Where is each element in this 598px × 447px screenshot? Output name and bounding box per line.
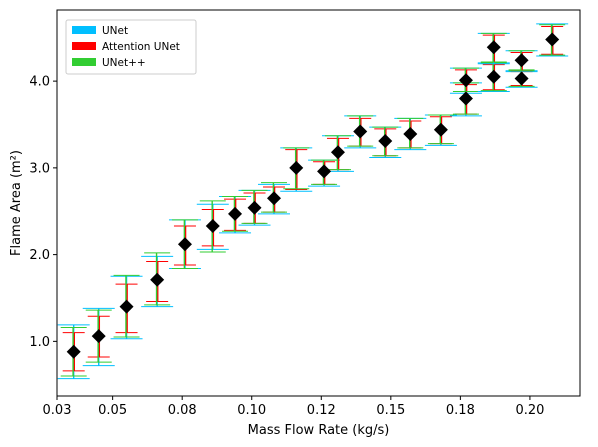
x-tick-label: 0.10 bbox=[237, 403, 266, 418]
data-point bbox=[458, 91, 473, 106]
x-tick-label: 0.12 bbox=[307, 403, 336, 418]
data-point bbox=[66, 344, 81, 359]
plot-frame bbox=[56, 9, 581, 397]
data-point bbox=[266, 191, 281, 206]
x-tick-label: 0.15 bbox=[376, 403, 405, 418]
x-tick-label: 0.08 bbox=[168, 403, 197, 418]
x-axis-ticks: 0.03 0.05 0.08 0.10 0.12 0.15 0.18 0.20 bbox=[43, 396, 544, 418]
data-point bbox=[289, 160, 304, 175]
x-tick-label: 0.03 bbox=[43, 403, 72, 418]
data-point bbox=[403, 127, 418, 142]
legend-box bbox=[65, 19, 197, 75]
x-axis-label: Mass Flow Rate (kg/s) bbox=[248, 423, 390, 438]
y-tick-label: 1.0 bbox=[29, 335, 50, 350]
legend-swatch-unetpp bbox=[72, 58, 96, 66]
data-point bbox=[353, 124, 368, 139]
x-tick-label: 0.18 bbox=[446, 403, 475, 418]
y-axis-label: Flame Area (m²) bbox=[9, 150, 24, 256]
data-point bbox=[486, 40, 501, 55]
legend-label-unetpp: UNet++ bbox=[102, 57, 146, 69]
data-point bbox=[514, 71, 529, 86]
legend-swatch-unet bbox=[72, 26, 96, 34]
x-tick-label: 0.05 bbox=[98, 403, 127, 418]
data-point bbox=[91, 329, 106, 344]
y-tick-label: 2.0 bbox=[29, 248, 50, 263]
data-point bbox=[150, 272, 165, 287]
legend-label-attention-unet: Attention UNet bbox=[102, 41, 180, 53]
legend-label-unet: UNet bbox=[102, 25, 128, 37]
legend: UNet Attention UNet UNet++ bbox=[65, 19, 197, 75]
data-point bbox=[317, 164, 332, 179]
data-point bbox=[378, 133, 393, 148]
data-point bbox=[119, 299, 134, 314]
y-axis-ticks: 1.0 2.0 3.0 4.0 bbox=[29, 75, 57, 350]
data-markers bbox=[66, 32, 560, 359]
x-tick-label: 0.20 bbox=[515, 403, 544, 418]
data-point bbox=[177, 237, 192, 252]
y-tick-label: 3.0 bbox=[29, 161, 50, 176]
data-point bbox=[228, 206, 243, 221]
data-point bbox=[205, 218, 220, 233]
data-point bbox=[458, 73, 473, 88]
legend-swatch-attention-unet bbox=[72, 42, 96, 50]
data-point bbox=[433, 122, 448, 137]
data-point bbox=[514, 53, 529, 68]
data-point bbox=[330, 145, 345, 160]
data-point bbox=[247, 200, 262, 215]
data-point bbox=[545, 32, 560, 47]
data-point bbox=[486, 69, 501, 84]
y-tick-label: 4.0 bbox=[29, 75, 50, 90]
